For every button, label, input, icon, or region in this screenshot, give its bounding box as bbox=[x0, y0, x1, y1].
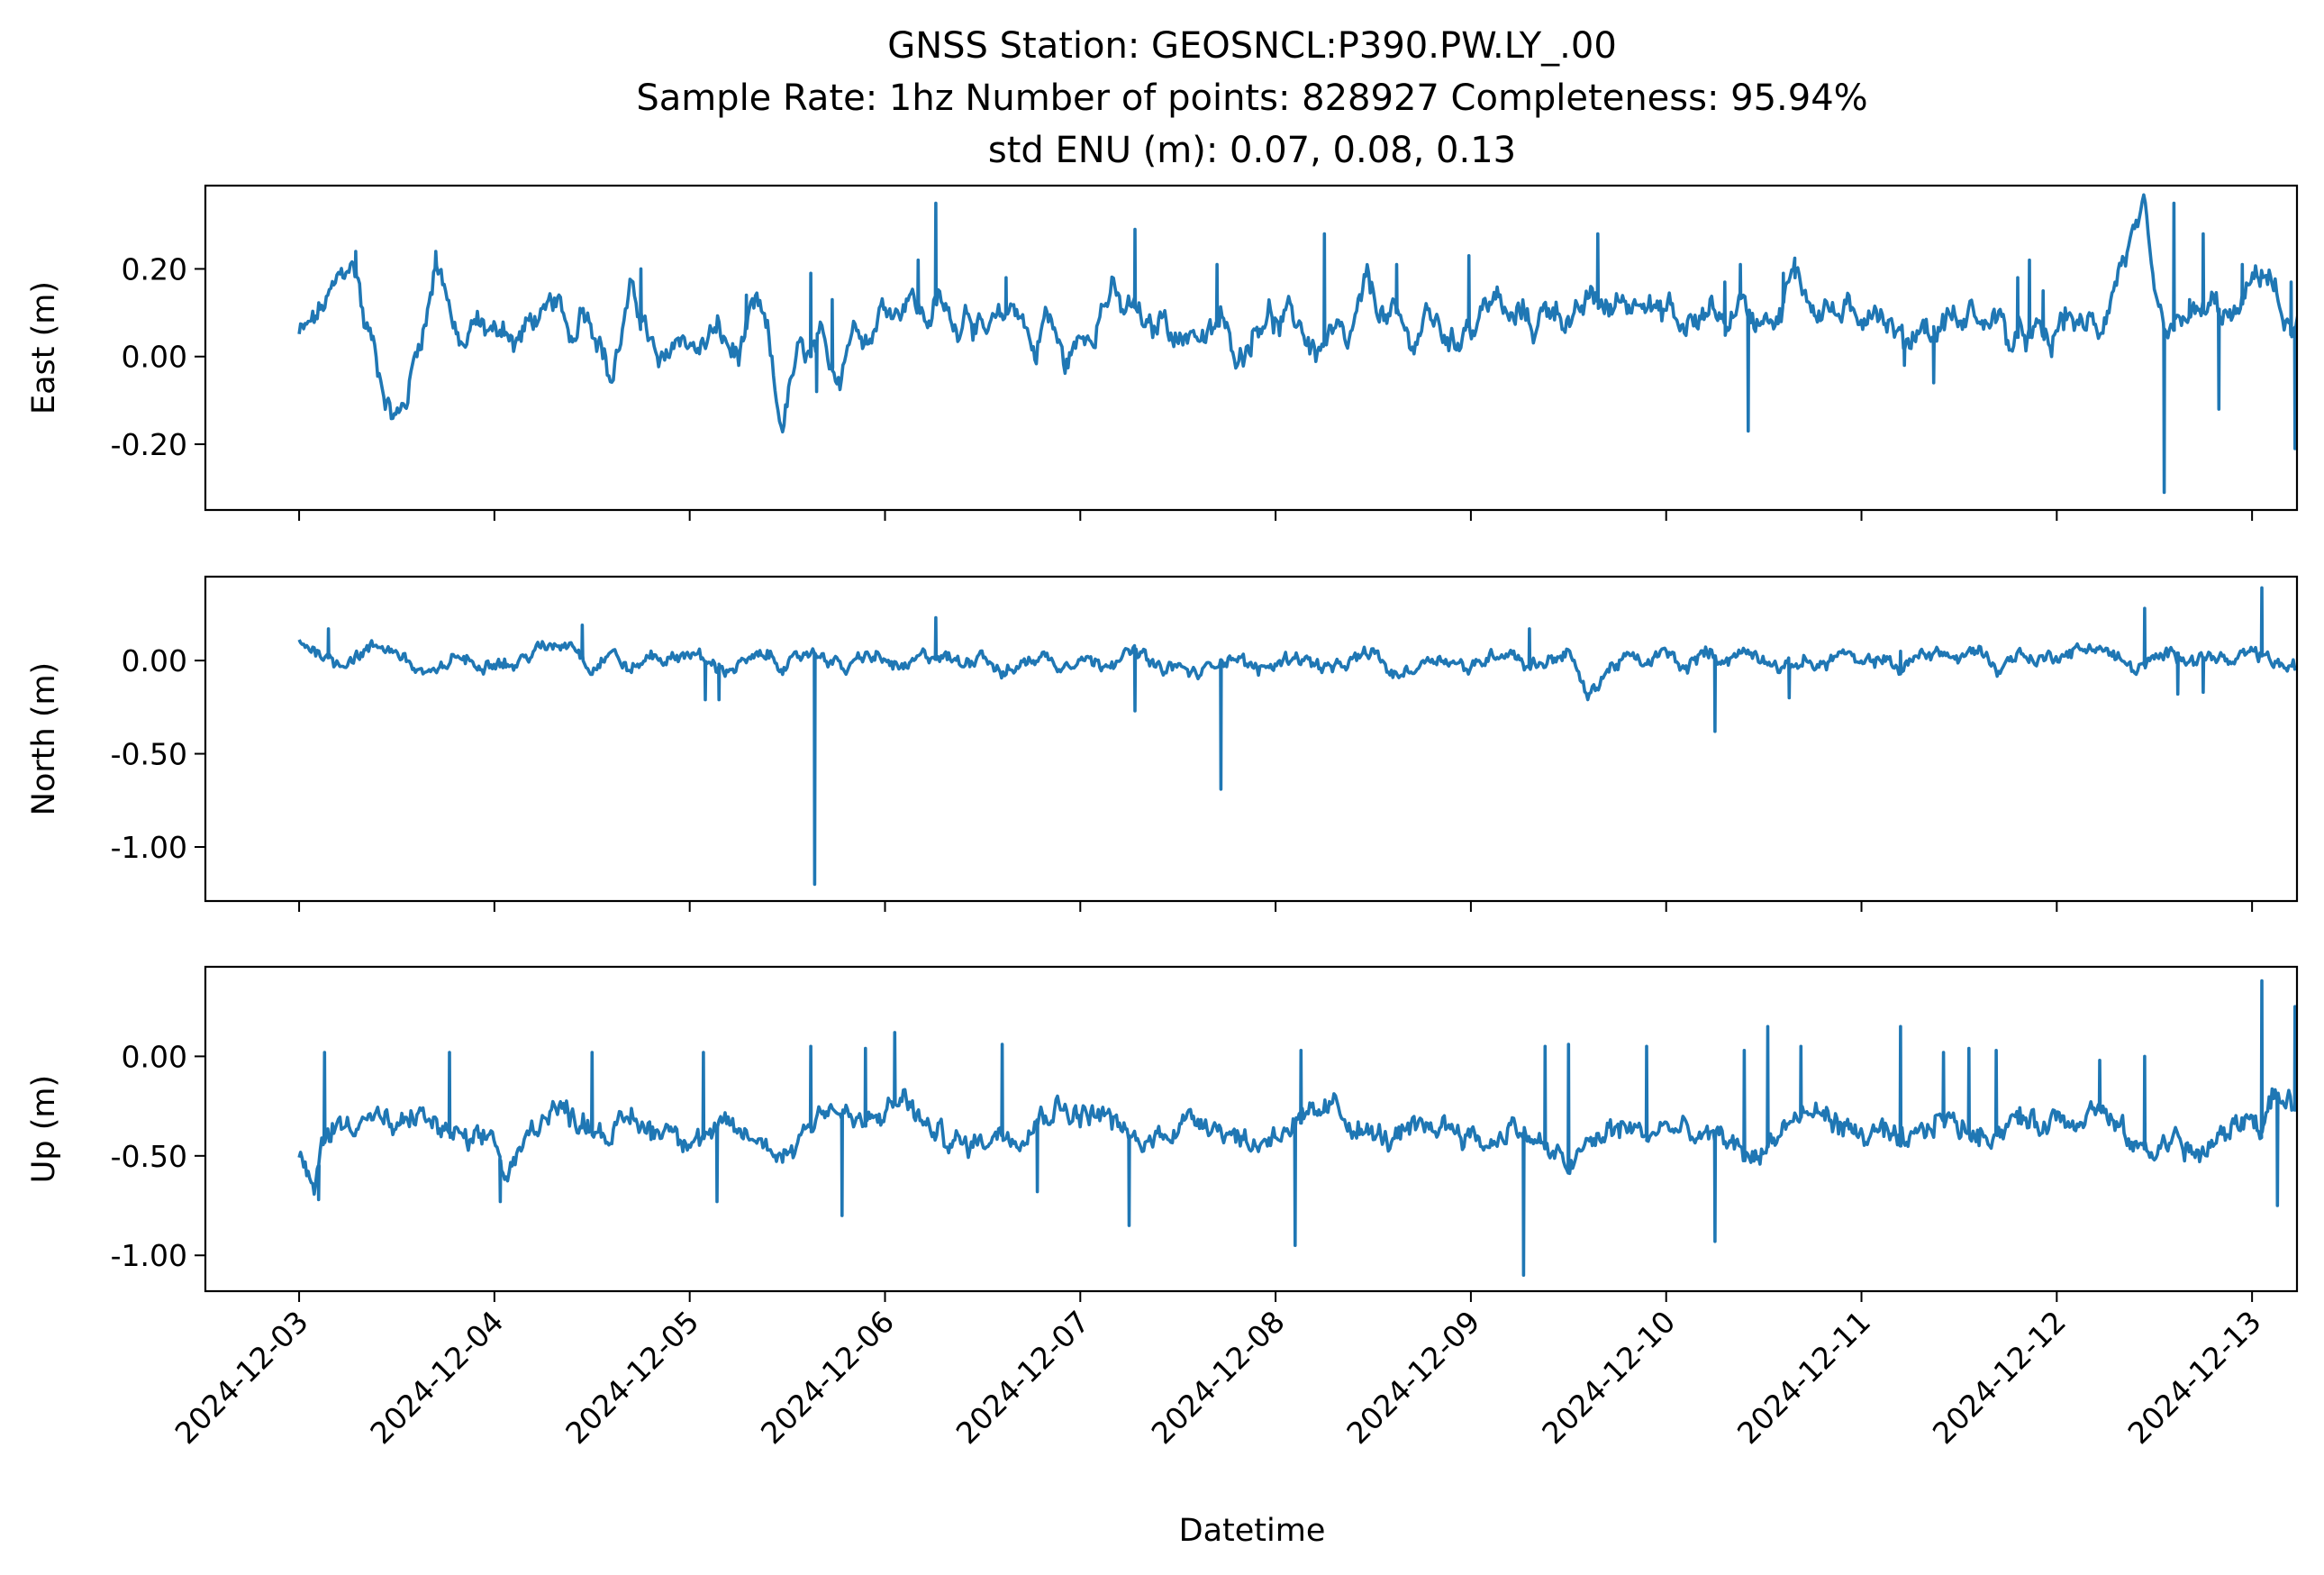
y-tick-label: -0.50 bbox=[111, 737, 187, 772]
y-axis-label: North (m) bbox=[26, 662, 62, 815]
series-line bbox=[297, 586, 2297, 887]
axes-frame bbox=[204, 575, 2299, 903]
y-tick-label: 0.00 bbox=[122, 340, 187, 375]
title-line-3: std ENU (m): 0.07, 0.08, 0.13 bbox=[988, 130, 1516, 171]
y-axis-label: Up (m) bbox=[26, 1075, 62, 1183]
y-tick-label: -1.00 bbox=[111, 1238, 187, 1273]
series-line bbox=[297, 193, 2297, 495]
y-tick-label: -0.50 bbox=[111, 1139, 187, 1174]
chart-title: GNSS Station: GEOSNCL:P390.PW.LY_.00 Sam… bbox=[636, 25, 1867, 171]
series-line bbox=[297, 979, 2297, 1278]
subplot-1: -0.20 0.00 0.20 East (m) bbox=[26, 184, 2299, 521]
axes-frame bbox=[204, 965, 2299, 1293]
y-tick-label: -0.20 bbox=[111, 427, 187, 462]
axes-frame bbox=[204, 184, 2299, 512]
y-axis-label: East (m) bbox=[26, 281, 62, 414]
title-line-1: GNSS Station: GEOSNCL:P390.PW.LY_.00 bbox=[887, 25, 1617, 67]
x-axis-label: Datetime bbox=[1179, 1513, 1326, 1549]
y-tick-label: 0.00 bbox=[122, 1039, 187, 1074]
title-line-2: Sample Rate: 1hz Number of points: 82892… bbox=[636, 77, 1867, 119]
y-tick-label: 0.20 bbox=[122, 251, 187, 287]
subplot-2: -1.00 -0.50 0.00 North (m) bbox=[26, 575, 2299, 912]
y-tick-label: -1.00 bbox=[111, 830, 187, 865]
y-tick-label: 0.00 bbox=[122, 643, 187, 678]
